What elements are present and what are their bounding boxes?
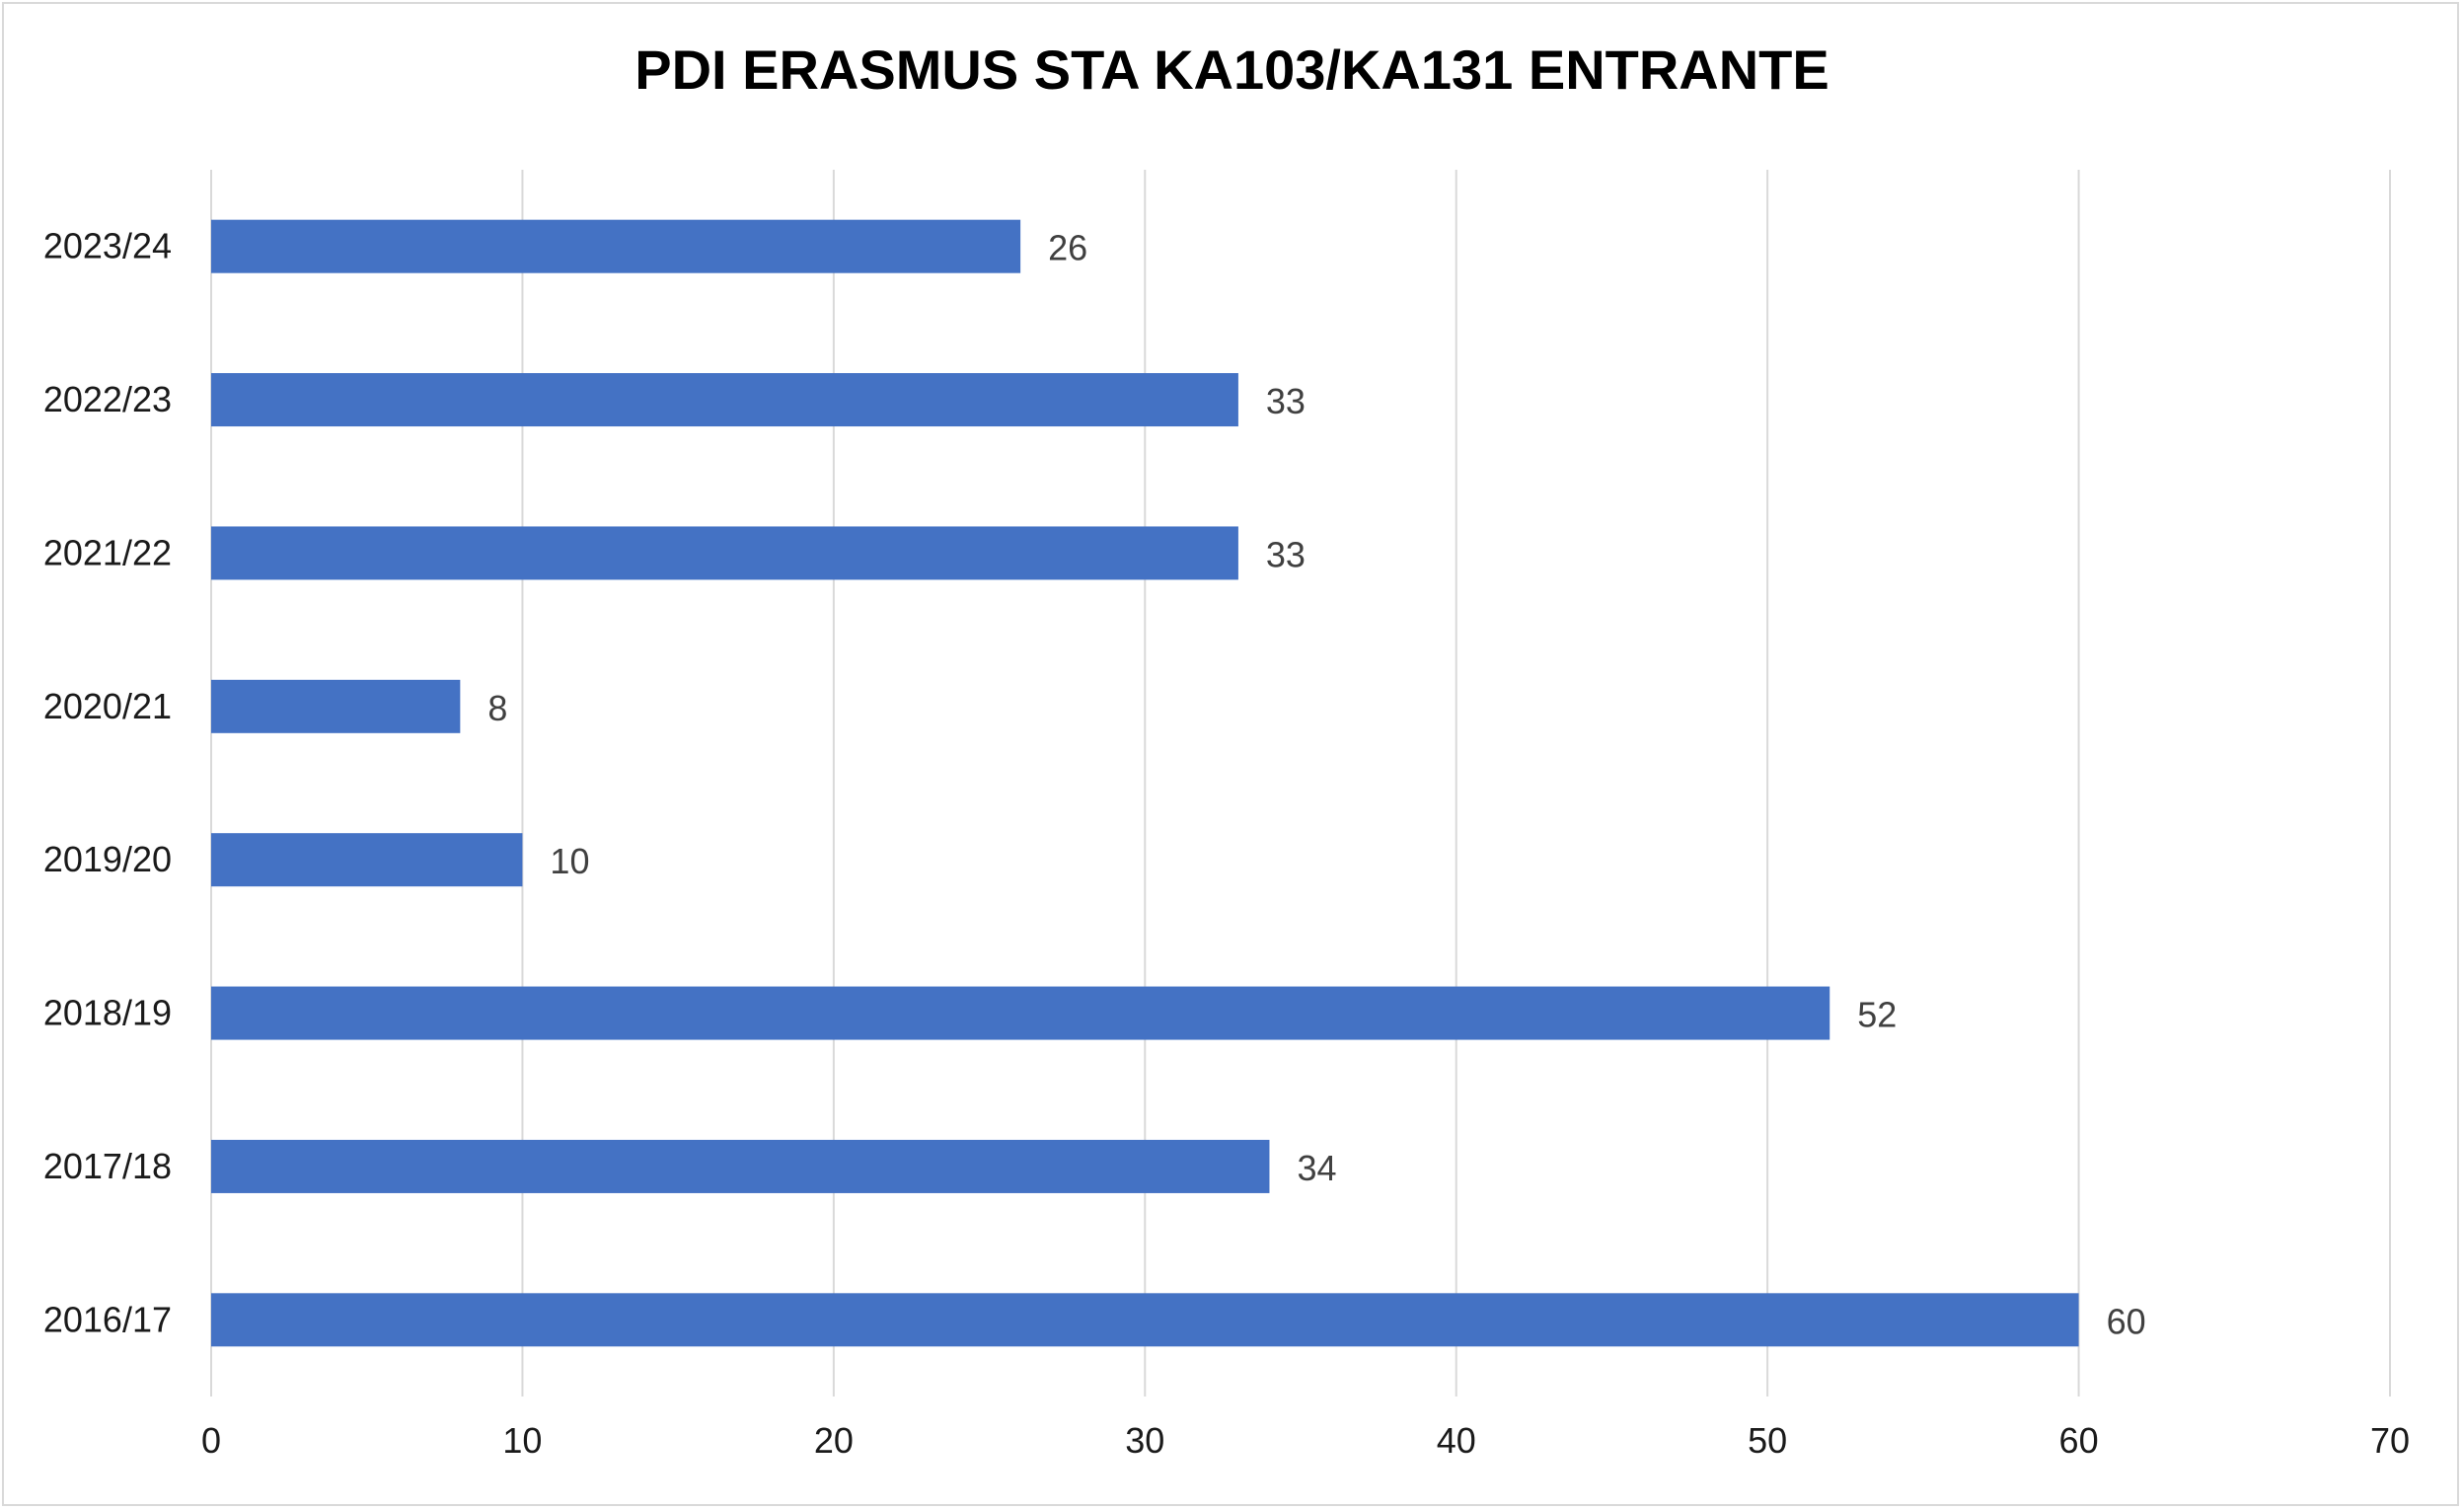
x-tick-label: 40 xyxy=(1437,1420,1476,1461)
bar xyxy=(211,1293,2079,1347)
data-label: 8 xyxy=(487,688,507,728)
data-label: 33 xyxy=(1266,534,1306,574)
category-label: 2021/22 xyxy=(43,532,172,572)
x-tick-label: 50 xyxy=(1748,1420,1787,1461)
x-tick-label: 30 xyxy=(1125,1420,1164,1461)
data-label: 26 xyxy=(1048,228,1087,268)
data-label: 34 xyxy=(1297,1148,1336,1188)
bar xyxy=(211,679,461,733)
category-label: 2023/24 xyxy=(43,226,172,266)
data-label: 10 xyxy=(550,841,589,881)
data-label: 60 xyxy=(2107,1301,2146,1341)
data-label: 33 xyxy=(1266,381,1306,421)
category-label: 2018/19 xyxy=(43,993,172,1033)
bar xyxy=(211,986,1830,1040)
category-label: 2019/20 xyxy=(43,839,172,879)
bar xyxy=(211,833,523,887)
x-tick-label: 0 xyxy=(201,1420,221,1461)
bar xyxy=(211,373,1238,427)
labels: 0 10 20 30 40 50 60 70 2023/24 26 2022/23 33 2021/22… xyxy=(43,226,2410,1461)
category-label: 2017/18 xyxy=(43,1146,172,1186)
bar xyxy=(211,526,1238,580)
category-label: 2016/17 xyxy=(43,1299,172,1339)
category-label: 2022/23 xyxy=(43,379,172,419)
category-label: 2020/21 xyxy=(43,686,172,726)
x-tick-label: 60 xyxy=(2059,1420,2099,1461)
x-tick-label: 20 xyxy=(814,1420,854,1461)
chart-title: PDI ERASMUS STA KA103/KA131 ENTRANTE xyxy=(635,38,1829,101)
bars xyxy=(211,219,2079,1347)
data-label: 52 xyxy=(1857,995,1897,1035)
bar xyxy=(211,219,1021,273)
bar xyxy=(211,1139,1270,1193)
gridlines xyxy=(210,170,2391,1397)
x-tick-label: 10 xyxy=(502,1420,542,1461)
x-tick-label: 70 xyxy=(2370,1420,2410,1461)
